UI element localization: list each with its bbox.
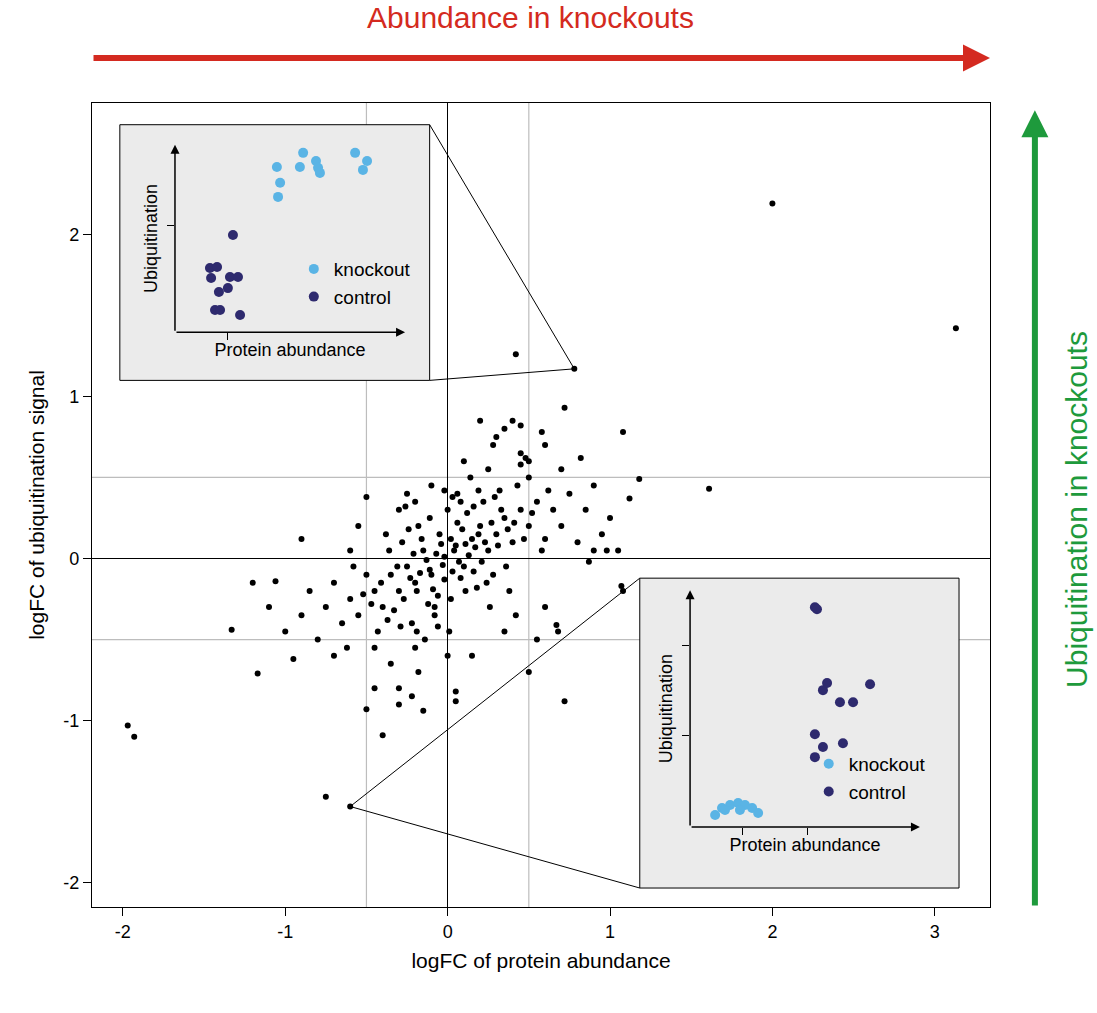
svg-text:logFC of ubiquitination signal: logFC of ubiquitination signal xyxy=(25,370,48,640)
svg-text:Protein abundance: Protein abundance xyxy=(214,340,365,360)
svg-text:control: control xyxy=(849,782,906,803)
svg-text:logFC of protein abundance: logFC of protein abundance xyxy=(411,949,670,972)
svg-text:1: 1 xyxy=(69,387,79,407)
svg-text:knockout: knockout xyxy=(334,259,411,280)
svg-text:-1: -1 xyxy=(277,922,293,942)
svg-text:Ubiquitination: Ubiquitination xyxy=(656,654,676,763)
svg-text:Ubiquitination in knockouts: Ubiquitination in knockouts xyxy=(1060,331,1093,688)
svg-text:1: 1 xyxy=(605,922,615,942)
svg-text:knockout: knockout xyxy=(849,754,926,775)
svg-text:control: control xyxy=(334,287,391,308)
svg-text:3: 3 xyxy=(930,922,940,942)
svg-text:0: 0 xyxy=(443,922,453,942)
svg-text:-1: -1 xyxy=(63,711,79,731)
svg-text:Ubiquitination: Ubiquitination xyxy=(141,184,161,293)
svg-text:2: 2 xyxy=(69,225,79,245)
svg-text:0: 0 xyxy=(69,549,79,569)
svg-text:2: 2 xyxy=(767,922,777,942)
svg-text:Protein abundance: Protein abundance xyxy=(729,835,880,855)
svg-text:Abundance in knockouts: Abundance in knockouts xyxy=(367,1,694,34)
svg-text:-2: -2 xyxy=(63,873,79,893)
svg-text:-2: -2 xyxy=(115,922,131,942)
